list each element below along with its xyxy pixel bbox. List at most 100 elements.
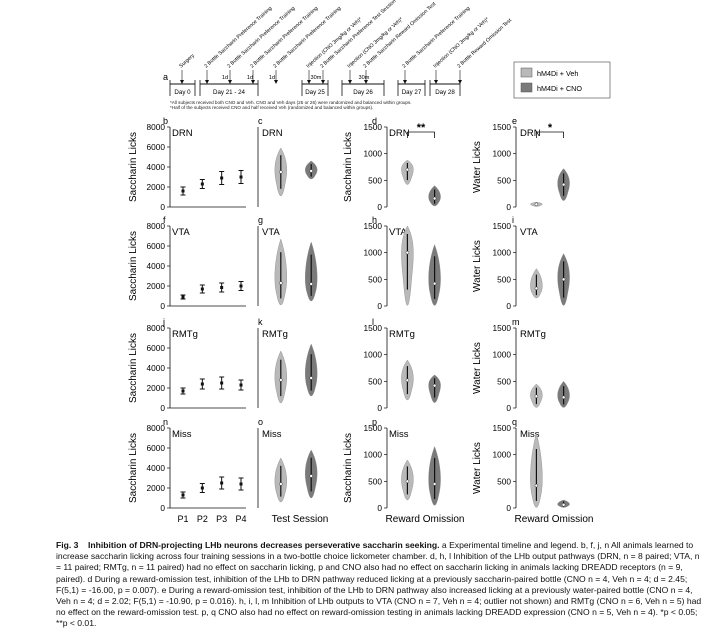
timeline-gap-label: 1d <box>247 75 253 81</box>
y-axis-label: Saccharin Licks <box>128 433 139 503</box>
y-tick-label: 1000 <box>364 149 383 159</box>
y-tick-label: 1000 <box>364 450 383 460</box>
significance-marker: ** <box>417 122 426 134</box>
y-tick-label: 0 <box>160 301 165 311</box>
timeline-event-arrowhead <box>403 80 407 84</box>
region-label: RMTg <box>389 329 415 340</box>
violin-median <box>279 170 283 174</box>
region-label: RMTg <box>172 329 198 340</box>
x-tick-label: P3 <box>216 514 227 524</box>
y-tick-label: 0 <box>506 503 511 513</box>
panel-letter: c <box>258 116 263 126</box>
y-axis-label: Saccharin Licks <box>343 433 354 503</box>
caption-body: a Experimental timeline and legend. b, f… <box>56 540 702 629</box>
timeline-footnote-2: *Half of the subjects received CNO and h… <box>170 105 373 110</box>
violin-median <box>534 483 539 488</box>
y-tick-label: 500 <box>497 376 511 386</box>
y-tick-label: 2000 <box>147 281 166 291</box>
region-label: DRN <box>389 128 410 139</box>
region-label: VTA <box>389 227 407 238</box>
y-tick-label: 1500 <box>364 423 383 433</box>
violin-median <box>405 479 410 484</box>
y-tick-label: 1500 <box>364 221 383 231</box>
panel-letter: k <box>258 317 263 327</box>
panel-letter: m <box>512 317 520 327</box>
y-tick-label: 4000 <box>147 363 166 373</box>
y-axis-label: Saccharin Licks <box>343 132 354 202</box>
violin-median <box>309 282 313 286</box>
violin-median <box>405 167 410 172</box>
y-tick-label: 8000 <box>147 122 166 132</box>
panel-letter: p <box>372 417 377 427</box>
timeline-event-arrowhead <box>458 80 462 84</box>
violin-median <box>432 281 437 286</box>
violin-median <box>405 250 410 255</box>
y-tick-label: 500 <box>368 376 382 386</box>
mean-point <box>200 486 204 490</box>
timeline-event-arrowhead <box>434 80 438 84</box>
timeline-event-label: 2 Bottle Saccharin Reward Omission Test <box>362 1 437 70</box>
panel-letter-a: a <box>163 72 168 82</box>
significance-marker: * <box>548 122 553 134</box>
region-label: RMTg <box>262 329 288 340</box>
panel-q: q 0 500 1000 1500 Water Licks Miss Reward Omiss… <box>472 417 593 525</box>
violin-median <box>309 169 313 173</box>
panel-e: e 0 500 1000 1500 Water Licks DRN * <box>472 116 570 212</box>
region-label: DRN <box>520 128 541 139</box>
panel-letter: e <box>512 116 517 126</box>
y-tick-label: 1000 <box>364 248 383 258</box>
region-label: Miss <box>262 429 282 440</box>
panel-letter: i <box>512 215 514 225</box>
timeline-event-arrowhead <box>348 80 352 84</box>
violin-median <box>432 383 437 388</box>
mean-point <box>181 189 185 193</box>
legend-label-veh: hM4Di + Veh <box>537 69 578 78</box>
y-tick-label: 1000 <box>493 450 512 460</box>
y-tick-label: 1000 <box>493 248 512 258</box>
timeline-event-arrowhead <box>307 80 311 84</box>
mean-point <box>200 382 204 386</box>
y-tick-label: 1500 <box>493 221 512 231</box>
violin-median <box>561 277 566 282</box>
region-label: VTA <box>262 227 280 238</box>
region-label: DRN <box>172 128 193 139</box>
x-axis-label: Test Session <box>272 514 329 525</box>
panel-letter: b <box>163 116 168 126</box>
y-tick-label: 500 <box>497 175 511 185</box>
legend-swatch-cno <box>520 82 533 93</box>
timeline-event-label: Surgery <box>178 53 196 70</box>
mean-point <box>239 482 243 486</box>
mean-point <box>239 284 243 288</box>
panel-letter: n <box>163 417 168 427</box>
violin-median <box>279 482 283 486</box>
panel-p: p 0 500 1000 1500 Saccharin Licks Miss Reward O… <box>343 417 464 525</box>
timeline-event-arrowhead <box>274 80 278 84</box>
y-tick-label: 0 <box>160 503 165 513</box>
y-tick-label: 1500 <box>364 323 383 333</box>
mean-point <box>239 383 243 387</box>
timeline-day-label: Day 25 <box>305 89 325 96</box>
y-tick-label: 2000 <box>147 383 166 393</box>
x-axis-label: Reward Omission <box>515 514 594 525</box>
y-tick-label: 0 <box>160 403 165 413</box>
region-label: Miss <box>172 429 192 440</box>
timeline-day-label: Day 28 <box>435 89 455 96</box>
panel-letter: h <box>372 215 377 225</box>
violin-median <box>279 378 283 382</box>
violin-median <box>279 281 283 285</box>
y-tick-label: 1000 <box>493 149 512 159</box>
violin-median <box>534 202 539 207</box>
panel-l: l 0 500 1000 1500 RMTg <box>364 317 441 413</box>
y-tick-label: 6000 <box>147 241 166 251</box>
panel-h: h 0 500 1000 1500 VTA <box>364 215 441 311</box>
timeline-gap-label: 1d <box>222 75 228 81</box>
y-tick-label: 1500 <box>493 423 512 433</box>
x-axis-label: Reward Omission <box>386 514 465 525</box>
y-tick-label: 0 <box>377 403 382 413</box>
y-axis-label: Water Licks <box>472 141 483 193</box>
y-axis-label: Water Licks <box>472 342 483 394</box>
mean-point <box>200 182 204 186</box>
region-label: DRN <box>262 128 283 139</box>
mean-point <box>181 389 185 393</box>
y-tick-label: 6000 <box>147 142 166 152</box>
